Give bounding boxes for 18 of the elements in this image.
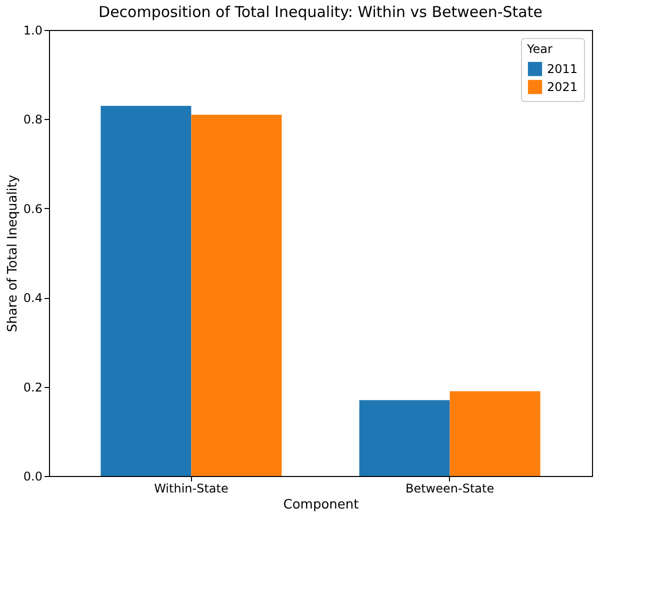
legend-title: Year [526, 42, 552, 56]
bar [100, 106, 192, 476]
legend-label: 2021 [547, 80, 578, 94]
y-tick-label: 0.0 [23, 470, 42, 484]
chart-title: Decomposition of Total Inequality: Within vs Between-State [98, 3, 542, 21]
x-axis-title: Component [283, 498, 359, 512]
y-tick-label: 1.0 [23, 24, 42, 38]
y-tick-label: 0.4 [23, 291, 42, 306]
y-tick-label: 0.2 [23, 380, 42, 394]
bar [450, 391, 540, 476]
legend-label: 2011 [547, 62, 578, 76]
y-tick-label: 0.6 [23, 202, 42, 216]
bar [191, 114, 282, 476]
x-tick-label: Within-State [154, 482, 228, 496]
y-axis-title: Share of Total Inequality [5, 174, 20, 332]
y-tick-label: 0.8 [23, 112, 42, 127]
bar [359, 400, 450, 476]
x-tick-label: Between-State [405, 482, 494, 496]
